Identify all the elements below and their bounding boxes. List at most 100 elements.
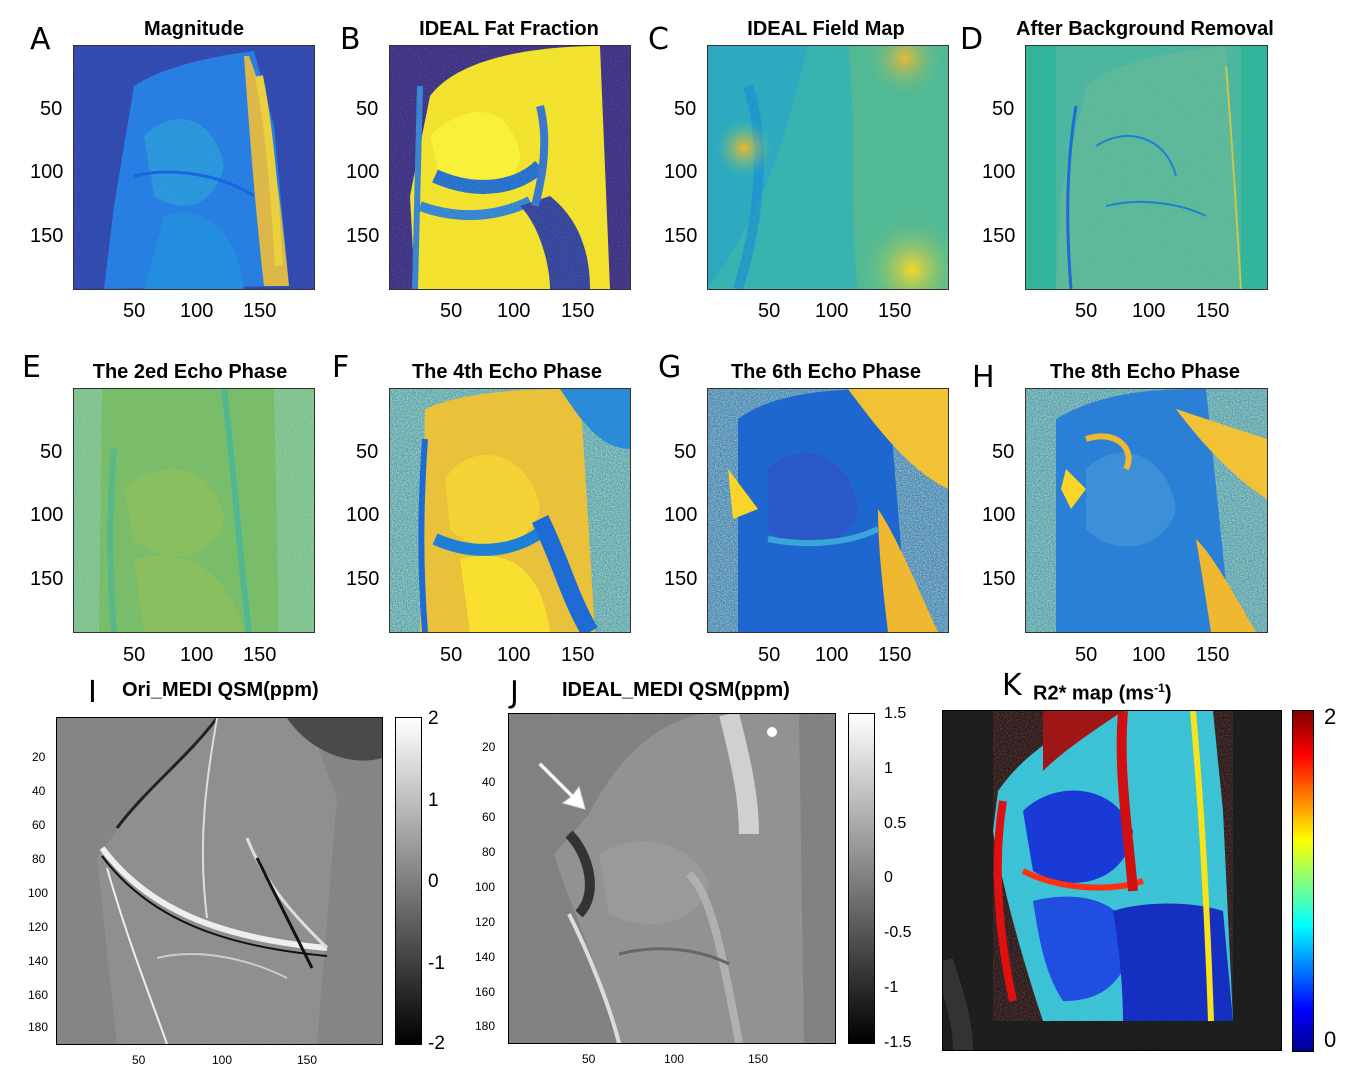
colorbar-tick: 0.5 (884, 815, 907, 832)
x-tick: 100 (497, 300, 531, 322)
x-tick: 100 (212, 1053, 233, 1067)
r2star-map-image (942, 710, 1282, 1051)
y-tick: 100 (982, 161, 1016, 183)
panel-letter: J (510, 675, 519, 710)
y-tick: 120 (475, 915, 496, 929)
y-tick: 50 (992, 98, 1015, 120)
y-tick: 150 (30, 225, 64, 247)
panel-letter: C (648, 22, 669, 57)
panel-title: After Background Removal (1016, 18, 1274, 40)
y-tick: 100 (664, 161, 698, 183)
y-tick: 180 (28, 1020, 49, 1034)
echo2-phase-image (73, 388, 315, 633)
panel-letter: H (972, 360, 995, 395)
x-tick: 100 (1132, 644, 1166, 666)
x-tick: 150 (561, 300, 595, 322)
colorbar-gray (395, 717, 422, 1045)
y-tick: 150 (346, 225, 380, 247)
y-tick: 100 (30, 504, 64, 526)
y-tick: 150 (30, 568, 64, 590)
colorbar-tick: 0 (884, 869, 893, 886)
y-tick: 60 (32, 818, 46, 832)
ideal-medi-qsm-image (508, 713, 836, 1044)
white-arrow-icon (537, 755, 593, 811)
panel-letter: I (88, 675, 97, 710)
panel-title: IDEAL Fat Fraction (419, 18, 599, 40)
y-tick: 150 (982, 225, 1016, 247)
x-tick: 150 (878, 300, 912, 322)
field-map-image (707, 45, 949, 290)
y-tick: 60 (482, 810, 496, 824)
y-tick: 100 (28, 886, 49, 900)
x-tick: 50 (123, 644, 146, 666)
colorbar-tick: 1 (884, 760, 893, 777)
colorbar-tick: 1 (428, 790, 439, 811)
y-tick: 40 (32, 784, 46, 798)
x-tick: 150 (297, 1053, 318, 1067)
x-tick: 150 (1196, 644, 1230, 666)
panel-letter: D (960, 22, 984, 57)
panel-title: Ori_MEDI QSM(ppm) (122, 679, 319, 701)
ori-medi-qsm-image (56, 717, 383, 1045)
x-tick: 50 (1075, 300, 1098, 322)
x-tick: 100 (815, 644, 849, 666)
y-tick: 40 (482, 775, 496, 789)
y-tick: 80 (32, 852, 46, 866)
panel-letter: K (1002, 668, 1022, 703)
colorbar-tick: 0 (428, 871, 439, 892)
x-tick: 100 (1132, 300, 1166, 322)
x-tick: 150 (243, 644, 277, 666)
x-tick: 150 (878, 644, 912, 666)
panel-letter: E (22, 350, 41, 385)
x-tick: 100 (180, 300, 214, 322)
x-tick: 100 (180, 644, 214, 666)
y-tick: 180 (475, 1019, 496, 1033)
x-tick: 50 (440, 300, 463, 322)
colorbar-gray (848, 713, 875, 1044)
fat-fraction-image (389, 45, 631, 290)
panel-title: R2* map (ms-1) (1033, 681, 1172, 705)
colorbar-tick: 2 (1324, 704, 1337, 729)
y-tick: 50 (356, 98, 379, 120)
echo4-phase-image (389, 388, 631, 633)
y-tick: 150 (346, 568, 380, 590)
panel-letter: A (30, 22, 51, 57)
colorbar-tick: -1 (428, 953, 445, 974)
x-tick: 50 (132, 1053, 146, 1067)
x-tick: 150 (748, 1052, 769, 1066)
x-tick: 50 (1075, 644, 1098, 666)
magnitude-image (73, 45, 315, 290)
x-tick: 50 (123, 300, 146, 322)
background-removed-image (1025, 45, 1268, 290)
x-tick: 50 (582, 1052, 596, 1066)
colorbar-tick: -2 (428, 1033, 445, 1054)
panel-title: IDEAL_MEDI QSM(ppm) (562, 679, 790, 701)
x-tick: 150 (1196, 300, 1230, 322)
x-tick: 150 (561, 644, 595, 666)
y-tick: 150 (664, 225, 698, 247)
y-tick: 20 (482, 740, 496, 754)
y-tick: 50 (356, 441, 379, 463)
y-tick: 150 (982, 568, 1016, 590)
y-tick: 80 (482, 845, 496, 859)
panel-letter: F (332, 350, 350, 385)
y-tick: 100 (30, 161, 64, 183)
colorbar-jet (1292, 710, 1314, 1052)
panel-title: The 6th Echo Phase (730, 361, 922, 383)
echo6-phase-image (707, 388, 949, 633)
panel-title: The 2ed Echo Phase (92, 361, 288, 383)
echo8-phase-image (1025, 388, 1268, 633)
y-tick: 20 (32, 750, 46, 764)
y-tick: 140 (28, 954, 49, 968)
y-tick: 50 (674, 98, 697, 120)
y-tick: 100 (982, 504, 1016, 526)
x-tick: 50 (440, 644, 463, 666)
panel-title: Magnitude (144, 18, 244, 40)
y-tick: 50 (40, 98, 63, 120)
panel-letter: G (658, 350, 682, 385)
panel-title: The 8th Echo Phase (1049, 361, 1241, 383)
x-tick: 50 (758, 300, 781, 322)
colorbar-tick: -0.5 (884, 924, 912, 941)
x-tick: 100 (497, 644, 531, 666)
colorbar-tick: -1.5 (884, 1034, 912, 1051)
